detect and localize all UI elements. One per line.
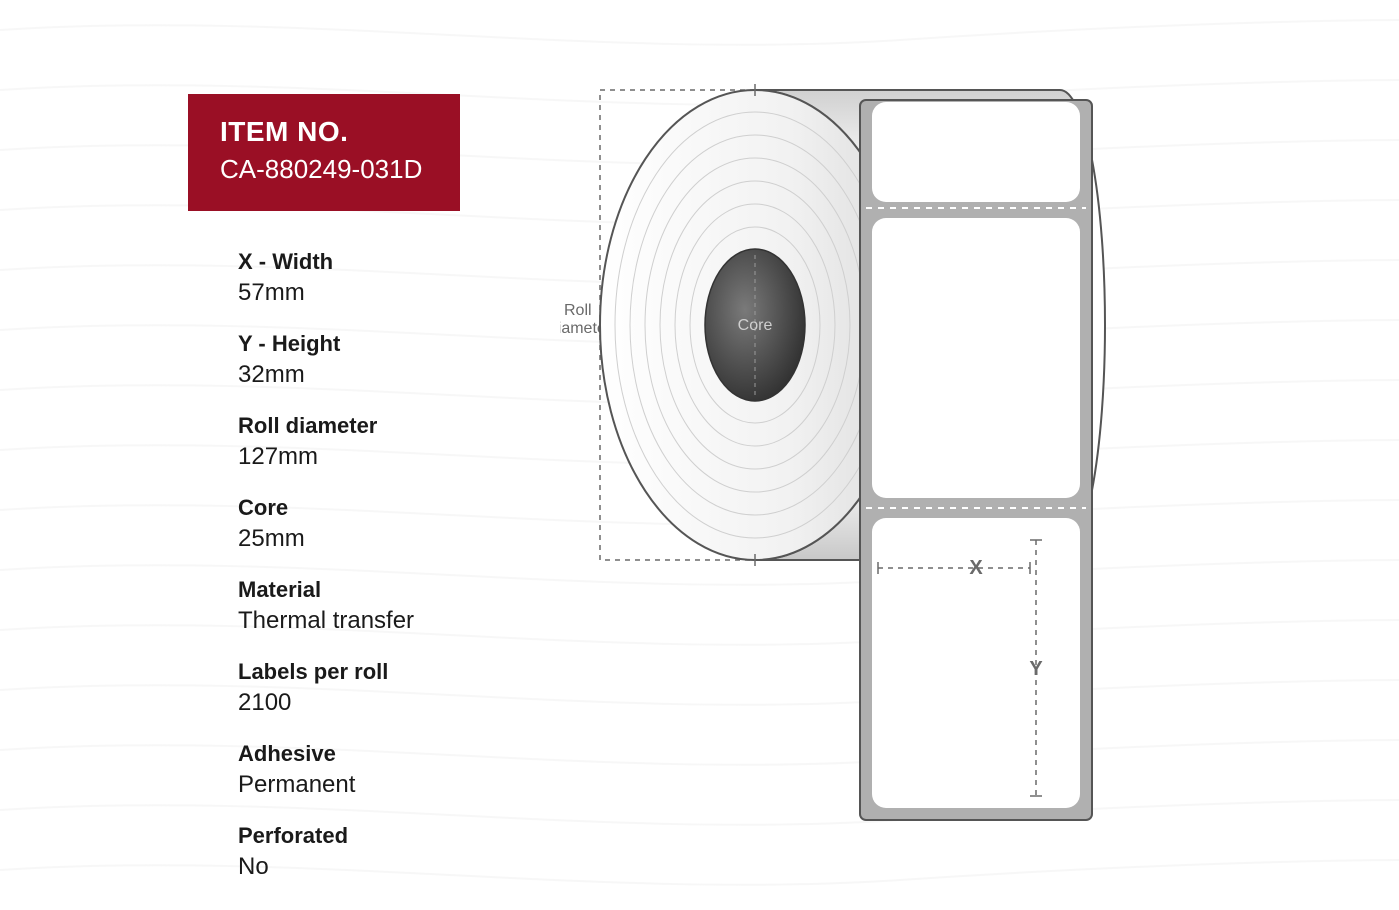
spec-list: X - Width 57mm Y - Height 32mm Roll diam…: [238, 249, 548, 881]
x-dimension-label: X: [969, 557, 983, 579]
spec-label: X - Width: [238, 249, 548, 275]
spec-row: Labels per roll 2100: [238, 659, 548, 717]
spec-value: Permanent: [238, 771, 548, 799]
core-label: Core: [738, 317, 773, 334]
spec-row: Adhesive Permanent: [238, 741, 548, 799]
spec-value: No: [238, 853, 548, 881]
spec-label: Y - Height: [238, 331, 548, 357]
spec-row: Perforated No: [238, 823, 548, 881]
roll-diagram: Roll diameter Core: [560, 80, 1120, 840]
spec-row: Roll diameter 127mm: [238, 413, 548, 471]
spec-label: Core: [238, 495, 548, 521]
spec-row: Material Thermal transfer: [238, 577, 548, 635]
spec-label: Adhesive: [238, 741, 548, 767]
spec-row: Y - Height 32mm: [238, 331, 548, 389]
spec-value: 57mm: [238, 279, 548, 307]
spec-label: Perforated: [238, 823, 548, 849]
spec-row: Core 25mm: [238, 495, 548, 553]
spec-label: Labels per roll: [238, 659, 548, 685]
item-number-label: ITEM NO.: [220, 116, 428, 148]
item-number-code: CA-880249-031D: [220, 154, 428, 185]
spec-value: 32mm: [238, 361, 548, 389]
y-dimension-label: Y: [1029, 658, 1043, 680]
spec-label: Material: [238, 577, 548, 603]
spec-value: 127mm: [238, 443, 548, 471]
spec-panel: ITEM NO. CA-880249-031D X - Width 57mm Y…: [188, 94, 548, 905]
spec-value: 2100: [238, 689, 548, 717]
item-number-box: ITEM NO. CA-880249-031D: [188, 94, 460, 211]
spec-row: X - Width 57mm: [238, 249, 548, 307]
spec-label: Roll diameter: [238, 413, 548, 439]
spec-value: Thermal transfer: [238, 607, 548, 635]
spec-value: 25mm: [238, 525, 548, 553]
